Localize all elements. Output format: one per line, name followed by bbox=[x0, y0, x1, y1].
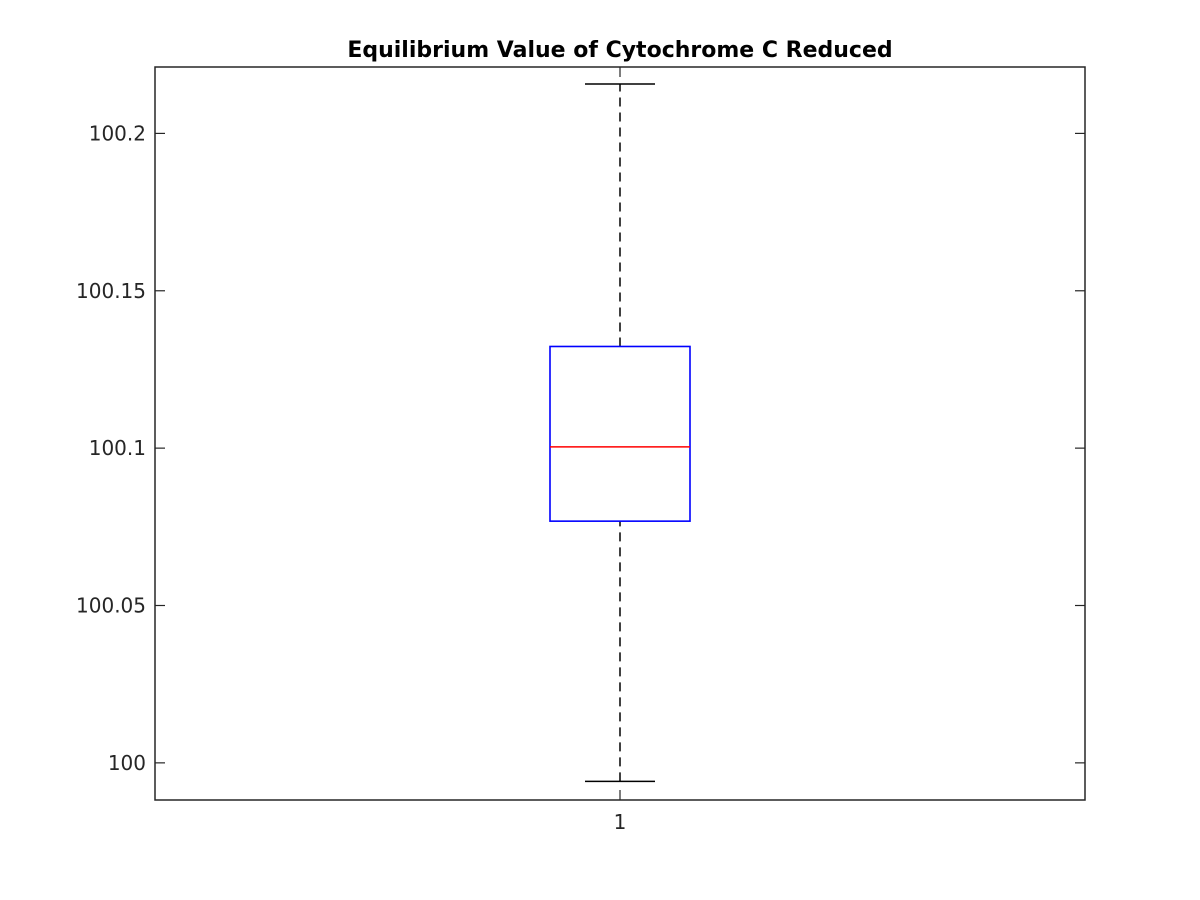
y-axis: 100 100.05 100.1 100.15 100.2 bbox=[76, 121, 1085, 775]
y-tick-label: 100.15 bbox=[76, 279, 146, 303]
y-tick-label: 100.05 bbox=[76, 593, 146, 617]
iqr-box bbox=[549, 345, 691, 522]
chart-title: Equilibrium Value of Cytochrome C Reduce… bbox=[347, 38, 892, 63]
x-axis: 1 bbox=[614, 67, 627, 834]
box-series bbox=[549, 83, 691, 783]
x-tick-label: 1 bbox=[614, 810, 627, 834]
box-group bbox=[549, 83, 691, 783]
y-tick-label: 100.2 bbox=[89, 121, 146, 145]
y-tick-label: 100.1 bbox=[89, 436, 146, 460]
y-tick-label: 100 bbox=[108, 751, 146, 775]
